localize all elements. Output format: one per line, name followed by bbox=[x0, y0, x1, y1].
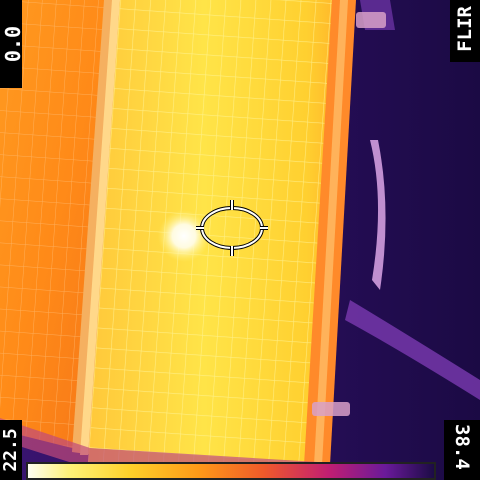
color-scale-bar bbox=[26, 462, 436, 480]
spot-ellipse-icon[interactable] bbox=[196, 200, 268, 256]
mount-bracket-bottom bbox=[312, 402, 350, 416]
hotspot bbox=[158, 210, 210, 262]
mount-bracket-top bbox=[356, 12, 386, 28]
brand-text: FLIR bbox=[454, 6, 476, 52]
scale-max-box: 38.4 bbox=[444, 420, 480, 480]
scale-min-box: 22.5 bbox=[0, 420, 22, 480]
scale-max-label: 38.4 bbox=[451, 424, 473, 470]
top-left-value: 0.0 bbox=[1, 25, 25, 63]
top-left-readout: 0.0 bbox=[0, 0, 25, 88]
brand-logo: FLIR bbox=[450, 0, 480, 62]
scale-min-label: 22.5 bbox=[0, 428, 21, 472]
